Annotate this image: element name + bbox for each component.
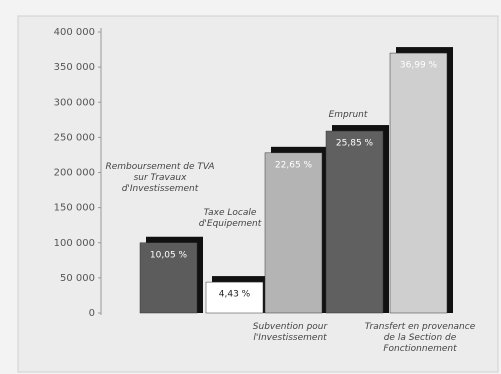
y-tick-label: 250 000 [54,132,95,143]
category-label: Remboursement de TVA sur Travaux d'Inves… [105,162,215,194]
bar [389,52,448,314]
y-tick-label: 50 000 [60,273,95,284]
category-label: Subvention pour l'Investissement [252,322,328,343]
bar-value-text: 36,99 % [400,61,438,71]
bar [205,281,264,314]
y-tick-label: 0 [89,308,95,319]
bar-value-text: 4,43 % [219,290,251,300]
category-label: Taxe Locale d'Equipement [198,208,262,229]
y-tick-label: 400 000 [54,27,95,38]
bar-value-text: 25,85 % [336,139,374,149]
bar-value-text: 22,65 % [275,160,313,170]
bar [325,130,384,314]
bar [264,152,323,314]
bar [139,242,198,314]
y-tick-label: 200 000 [54,168,95,179]
y-tick-label: 150 000 [54,203,95,214]
category-label: Emprunt [328,110,368,120]
y-tick-label: 350 000 [54,62,95,73]
y-tick-label: 100 000 [54,238,95,249]
bar-value-text: 10,05 % [150,250,188,260]
category-label: Transfert en provenance de la Section de… [364,322,476,354]
y-tick-label: 300 000 [54,97,95,108]
